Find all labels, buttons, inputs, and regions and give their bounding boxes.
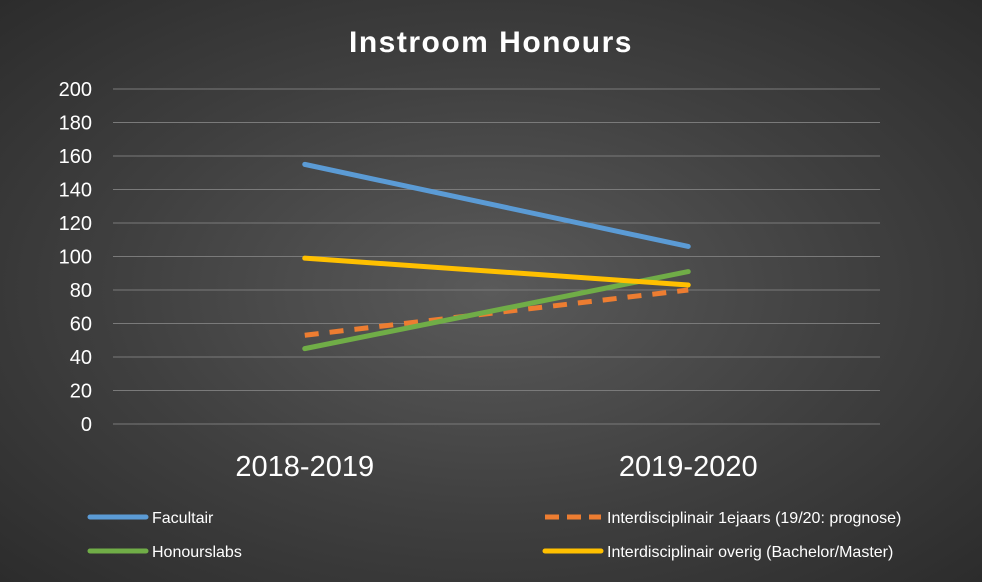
- y-tick-label: 60: [70, 314, 92, 336]
- legend-label: Interdisciplinair overig (Bachelor/Maste…: [607, 544, 893, 561]
- legend-item: Interdisciplinair 1ejaars (19/20: progno…: [545, 510, 901, 527]
- y-tick-label: 120: [59, 213, 92, 235]
- y-tick-label: 180: [59, 113, 92, 135]
- legend-item: Facultair: [87, 510, 214, 527]
- chart-title: Instroom Honours: [349, 26, 633, 59]
- y-tick-label: 0: [81, 414, 92, 436]
- y-tick-label: 80: [70, 280, 92, 302]
- y-axis-ticks: 0 20 40 60 80 100 120 140 160 180 200: [59, 79, 92, 436]
- y-tick-label: 40: [70, 347, 92, 369]
- series-line-3: [302, 269, 691, 352]
- x-tick-label: 2019-2020: [619, 451, 758, 483]
- y-tick-label: 100: [59, 247, 92, 269]
- legend-item: Interdisciplinair overig (Bachelor/Maste…: [542, 544, 893, 561]
- legend-item: Honourslabs: [87, 544, 242, 561]
- y-tick-label: 140: [59, 180, 92, 202]
- series-line-4: [302, 255, 691, 288]
- y-tick-label: 160: [59, 146, 92, 168]
- legend-label: Honourslabs: [152, 544, 242, 561]
- legend-label: Facultair: [152, 510, 214, 527]
- y-tick-label: 20: [70, 381, 92, 403]
- legend-label: Interdisciplinair 1ejaars (19/20: progno…: [607, 510, 901, 527]
- series-lines: [302, 161, 691, 352]
- x-axis-ticks: 2018-2019 2019-2020: [235, 451, 757, 483]
- gridlines: [113, 88, 880, 425]
- y-tick-label: 200: [59, 79, 92, 101]
- x-tick-label: 2018-2019: [235, 451, 374, 483]
- legend: Facultair Interdisciplinair 1ejaars (19/2…: [87, 510, 901, 561]
- series-line-1: [302, 161, 691, 249]
